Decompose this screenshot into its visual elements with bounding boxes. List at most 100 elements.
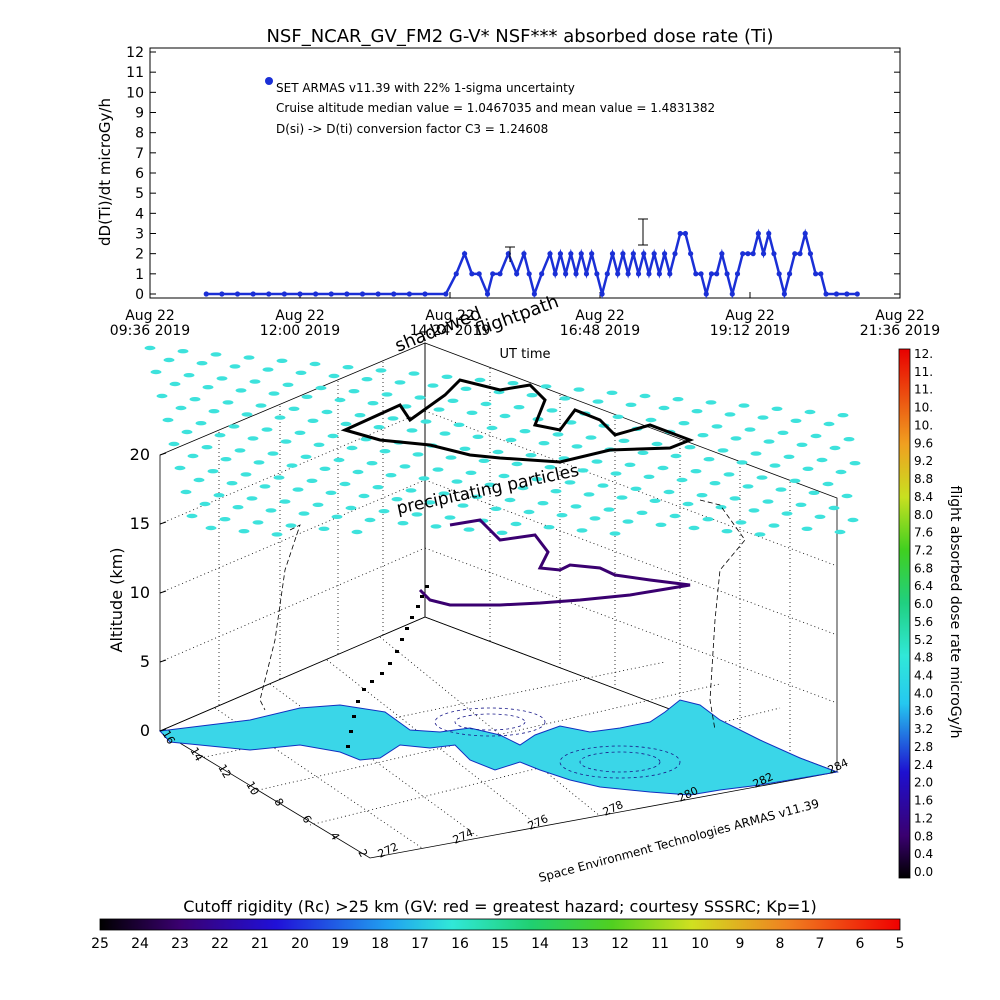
particle-marker	[364, 517, 376, 523]
longitude-tick-label: 278	[601, 798, 626, 819]
y-tick-label: 5	[135, 186, 144, 202]
particle-marker	[373, 425, 385, 430]
particle-marker	[399, 464, 411, 469]
particle-marker	[205, 525, 217, 531]
particle-marker	[484, 482, 496, 487]
particle-marker	[226, 481, 238, 486]
particle-marker	[622, 519, 634, 524]
data-point	[375, 291, 381, 297]
particle-marker	[319, 466, 331, 471]
data-point	[313, 291, 319, 297]
particle-marker	[447, 398, 459, 403]
particle-marker	[381, 392, 393, 397]
rigidity-tick-label: 23	[171, 936, 189, 952]
particle-marker	[519, 429, 531, 434]
data-point	[766, 230, 772, 237]
dose-rate-colorbar-label: flight absorbed dose rate microGy/h	[947, 486, 963, 739]
particle-marker	[268, 391, 280, 396]
particle-marker	[210, 352, 222, 357]
particle-marker	[334, 397, 346, 403]
latitude-tick-label: 16	[159, 728, 177, 747]
particle-marker	[453, 422, 465, 427]
data-point	[854, 291, 860, 297]
particle-marker	[318, 526, 330, 531]
altitude-tick-label: 5	[140, 652, 150, 671]
particle-marker	[228, 424, 240, 429]
particle-marker	[688, 525, 700, 531]
dose-rate-colorbar-ticks: 12. 11. 11. 10. 10. 9.6 9.2 8.8 8.4 8.0 7.6 7.2 6.8 6…	[914, 347, 933, 879]
particle-marker	[433, 407, 445, 412]
y-tick-label: 11	[126, 65, 144, 81]
dose-rate-tick-label: 3.6	[914, 704, 933, 718]
particle-marker	[823, 421, 835, 427]
particle-marker	[589, 516, 601, 521]
particle-marker	[333, 457, 345, 463]
longitude-tick-label: 276	[526, 812, 551, 833]
particle-marker	[559, 396, 571, 401]
data-point	[599, 291, 605, 297]
particle-marker	[345, 505, 357, 511]
particle-marker	[804, 409, 816, 415]
particle-marker	[511, 461, 523, 467]
particle-marker	[300, 454, 312, 459]
rigidity-tick-label: 19	[331, 936, 349, 952]
particle-marker	[517, 485, 529, 491]
particle-marker	[378, 509, 390, 514]
particle-marker	[313, 442, 325, 447]
dose-rate-tick-label: 11.	[914, 383, 933, 397]
particle-marker	[540, 384, 552, 389]
data-point	[514, 271, 520, 277]
particle-marker	[354, 413, 366, 418]
particle-marker	[543, 525, 555, 530]
y-tick-label: 9	[135, 106, 144, 122]
flightpath-wall-projections	[259, 499, 746, 731]
particle-marker	[214, 433, 226, 438]
data-point	[698, 271, 704, 277]
particle-marker	[420, 419, 432, 424]
particle-marker	[573, 387, 585, 392]
y-tick-label: 4	[135, 206, 144, 222]
x-tick-time: 14:24 2019	[410, 323, 490, 339]
particle-marker	[444, 515, 456, 520]
particle-marker	[232, 505, 244, 510]
data-point	[297, 291, 303, 297]
data-point	[497, 271, 503, 277]
data-point	[453, 271, 459, 277]
data-point	[682, 230, 689, 237]
particle-marker	[744, 427, 756, 432]
particle-marker	[216, 376, 228, 381]
particle-marker	[253, 460, 265, 465]
altitude-tick-label: 0	[140, 721, 150, 740]
dose-rate-tick-label: 2.0	[914, 776, 933, 790]
dose-rate-tick-label: 1.6	[914, 794, 933, 808]
particle-marker	[262, 367, 274, 372]
data-point	[573, 271, 579, 277]
dose-rate-tick-label: 9.6	[914, 436, 933, 450]
particle-marker	[445, 455, 457, 460]
particle-marker	[504, 497, 516, 503]
particle-marker	[513, 405, 525, 410]
data-point	[461, 251, 468, 257]
altitude-tick-label: 20	[130, 445, 150, 464]
dose-rate-tick-label: 10.	[914, 401, 933, 415]
dose-rate-tick-label: 5.2	[914, 633, 933, 647]
particle-marker	[460, 386, 472, 391]
particle-marker	[657, 465, 669, 471]
rigidity-tick-label: 9	[736, 936, 745, 952]
particle-marker	[351, 529, 363, 535]
particle-marker	[796, 442, 808, 447]
particle-marker	[499, 413, 511, 419]
particle-marker	[274, 415, 286, 420]
particle-marker	[438, 491, 450, 496]
x-tick-time: 12:00 2019	[260, 323, 340, 339]
particle-marker	[249, 379, 261, 384]
dose-rate-tick-label: 1.2	[914, 811, 933, 825]
x-tick-date: Aug 22	[725, 308, 775, 324]
particle-marker	[150, 369, 162, 375]
particle-marker	[156, 393, 168, 399]
dose-rate-tick-label: 0.0	[914, 865, 933, 879]
data-point	[760, 251, 767, 257]
particle-marker	[331, 514, 343, 519]
particle-marker	[697, 433, 709, 438]
